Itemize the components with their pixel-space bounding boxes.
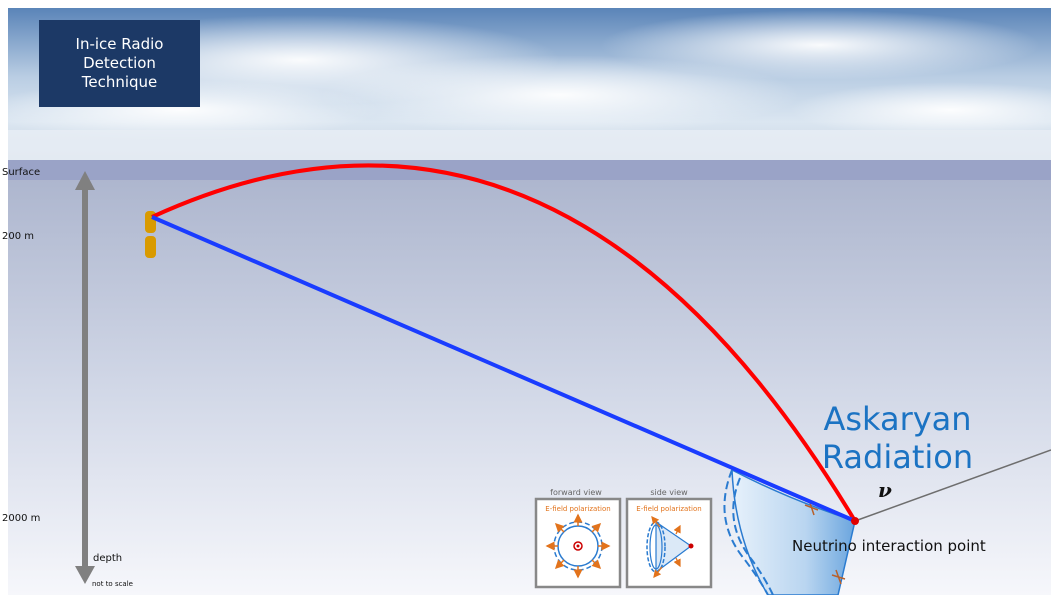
side-view-polarization-label: E-field polarization [636, 505, 701, 513]
forward-view-polarization-label: E-field polarization [545, 505, 610, 513]
not-to-scale-note: not to scale [92, 580, 133, 588]
askaryan-cone [723, 468, 856, 595]
depth-arrow-label: depth [93, 553, 122, 564]
source-target-icon [573, 541, 583, 551]
diagram-title: In-ice Radio Detection Technique [75, 35, 164, 91]
interaction-point-marker [851, 517, 859, 525]
interaction-point-label: Neutrino interaction point [792, 537, 986, 555]
depth-axis [75, 171, 95, 584]
depth-label-2000m: 2000 m [2, 513, 40, 524]
surface-label: Surface [2, 167, 40, 178]
askaryan-radiation-label: Askaryan Radiation [821, 400, 974, 476]
sky-photo [0, 8, 1051, 160]
direct-signal-path [151, 215, 856, 523]
refracted-signal-path [151, 163, 857, 523]
surface-band [8, 160, 1051, 180]
depth-arrow-down [75, 566, 95, 584]
side-view-inset [625, 497, 713, 589]
forward-view-caption: forward view [550, 488, 602, 497]
e-field-arrows-icon [545, 513, 611, 579]
ice-body [8, 160, 1051, 595]
title-box: In-ice Radio Detection Technique [39, 20, 200, 107]
side-view-caption: side view [650, 488, 688, 497]
depth-label-200m: 200 m [2, 231, 34, 242]
forward-view-inset [534, 497, 622, 589]
depth-arrow-up [75, 171, 95, 190]
neutrino-symbol: ν [878, 478, 892, 502]
neutrino-track [854, 449, 1051, 522]
